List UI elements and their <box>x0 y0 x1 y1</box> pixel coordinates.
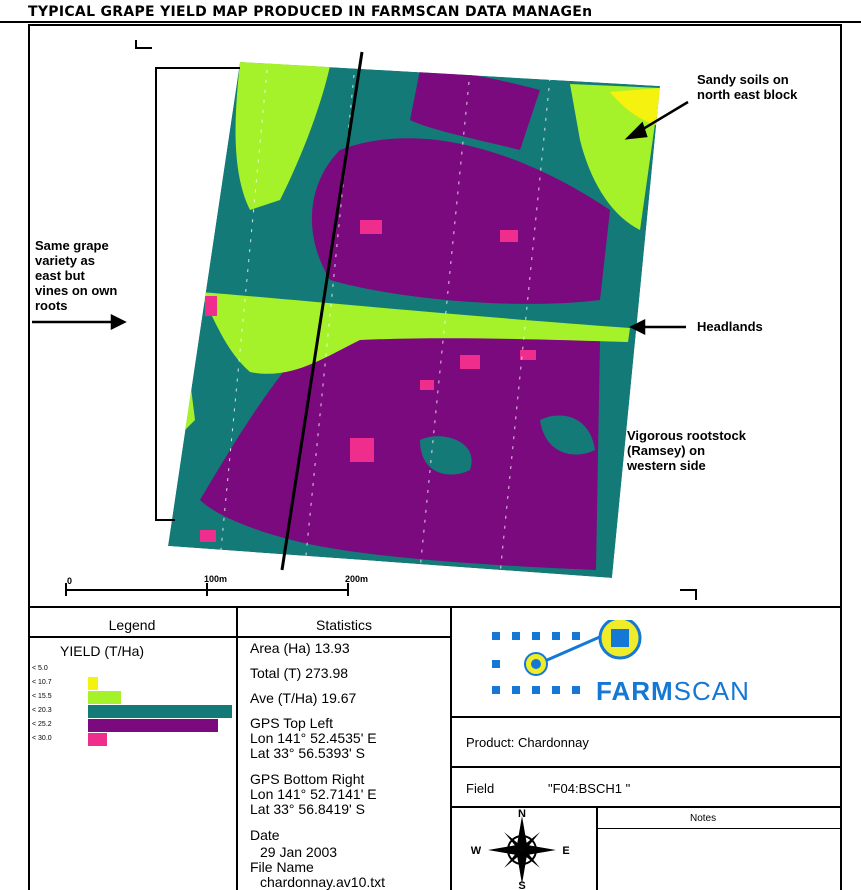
farmscan-brand: FARMSCAN <box>596 676 750 707</box>
legend-title: YIELD (T/Ha) <box>60 643 145 659</box>
yield-field <box>168 62 660 578</box>
annotation-line: roots <box>35 298 68 313</box>
annotation-line: Same grape <box>35 238 109 253</box>
notes-label: Notes <box>690 813 717 824</box>
annotation-arrows <box>32 100 689 336</box>
headland-zone <box>200 292 630 374</box>
panel-divider-stats <box>450 606 452 890</box>
vine-rows <box>219 62 551 576</box>
scale-label-100m: 100m <box>204 574 228 584</box>
legend-row-label: < 5.0 <box>32 665 48 672</box>
panel-divider-logo <box>450 716 842 718</box>
yield-zone-30-patch <box>200 530 216 542</box>
panel-divider-legend <box>236 606 238 890</box>
panel-divider-notes <box>596 806 598 890</box>
notes-underline <box>596 828 842 829</box>
field-label: Field <box>466 781 495 796</box>
stat-gps-top-left-lat: Lat 33° 56.5393' S <box>250 745 365 761</box>
title-underline <box>0 21 861 23</box>
legend-row-label: < 15.5 <box>32 693 52 700</box>
panel-divider-field <box>450 806 842 808</box>
yield-zone-15-5-west <box>235 62 330 210</box>
annotation-sandy-soils: Sandy soils on north east block <box>697 72 797 102</box>
yield-zone-25-2-south <box>200 325 600 570</box>
stat-file-label: File Name <box>250 859 314 875</box>
yield-zone-30-patch <box>420 380 434 390</box>
map-frame <box>28 24 842 890</box>
field-value: "F04:BSCH1 " <box>548 781 631 796</box>
annotation-line: east but <box>35 268 85 283</box>
farmscan-logo-icon <box>492 620 642 694</box>
annotation-line: Sandy soils on <box>697 72 789 87</box>
annotation-line: Vigorous rootstock <box>627 428 746 443</box>
yield-zone-30-patch <box>500 230 518 242</box>
stat-gps-bottom-right-label: GPS Bottom Right <box>250 771 365 787</box>
legend-row-bar <box>88 691 121 704</box>
legend-row-label: < 25.2 <box>32 721 52 728</box>
annotation-line: (Ramsey) on <box>627 443 706 458</box>
legend-row-bar <box>88 719 218 732</box>
yield-zone-30-patch <box>520 350 536 360</box>
annotation-line: north east block <box>697 87 798 102</box>
legend-row-bar <box>88 733 107 746</box>
yield-map-svg <box>32 40 697 600</box>
yield-zone-20-3-island <box>540 415 595 455</box>
stat-gps-top-left-label: GPS Top Left <box>250 715 334 731</box>
yield-zone-15-5-northeast <box>570 84 660 230</box>
annotation-same-grape: Same grape variety as east but vines on … <box>35 238 117 313</box>
annotation-line: western side <box>627 458 706 473</box>
compass-south: S <box>518 880 525 890</box>
stat-gps-top-left-lon: Lon 141° 52.4535' E <box>250 730 377 746</box>
yield-zone-25-2-north <box>311 138 610 304</box>
brand-farm: FARM <box>596 676 674 706</box>
yield-zone-25-2-top <box>410 70 540 150</box>
panel-divider-product <box>450 766 842 768</box>
compass-east: E <box>562 845 569 857</box>
stat-average: Ave (T/Ha) 19.67 <box>250 690 357 706</box>
legend-row-label: < 20.3 <box>32 707 52 714</box>
annotation-vigorous: Vigorous rootstock (Ramsey) on western s… <box>627 428 746 473</box>
yield-zone-30-patch <box>360 220 382 234</box>
variety-bracket <box>155 67 240 521</box>
yield-map-area <box>32 40 697 600</box>
scale-bar <box>65 583 349 596</box>
stat-gps-bottom-right-lat: Lat 33° 56.8419' S <box>250 801 365 817</box>
legend-row-bar <box>88 705 232 718</box>
map-title: TYPICAL GRAPE YIELD MAP PRODUCED IN FARM… <box>28 4 593 20</box>
annotation-line: vines on own <box>35 283 118 298</box>
compass-west: W <box>471 845 482 857</box>
legend-row-bar <box>88 677 98 690</box>
stat-file-name: chardonnay.av10.txt <box>260 874 386 890</box>
variety-boundary-line <box>280 51 364 571</box>
product-label: Product: Chardonnay <box>466 735 589 750</box>
legend-row-label: < 30.0 <box>32 735 52 742</box>
legend-header: Legend <box>108 617 156 633</box>
yield-zone-30-patch <box>205 296 217 316</box>
annotation-headlands: Headlands <box>697 319 763 334</box>
stat-date-value: 29 Jan 2003 <box>260 844 338 860</box>
yield-zone-10-7-northeast <box>610 88 660 125</box>
annotation-line: variety as <box>35 253 95 268</box>
stat-gps-bottom-right-lon: Lon 141° 52.7141' E <box>250 786 377 802</box>
yield-zone-30-patch <box>460 355 480 369</box>
stat-date-label: Date <box>250 827 280 843</box>
compass-north: N <box>518 808 526 820</box>
compass-rose-icon: N S W E <box>471 808 570 890</box>
stat-total: Total (T) 273.98 <box>250 665 349 681</box>
legend-row-label: < 10.7 <box>32 679 52 686</box>
brand-scan: SCAN <box>673 676 750 706</box>
panel-divider-top <box>28 606 842 608</box>
stat-area: Area (Ha) 13.93 <box>250 640 350 656</box>
yield-zone-20-3-island <box>420 436 472 475</box>
panel-header-divider <box>28 636 450 638</box>
scale-label-0: 0 <box>67 576 73 586</box>
yield-zone-30-patch <box>350 438 374 462</box>
scale-label-200m: 200m <box>345 574 369 584</box>
statistics-header: Statistics <box>315 617 372 633</box>
